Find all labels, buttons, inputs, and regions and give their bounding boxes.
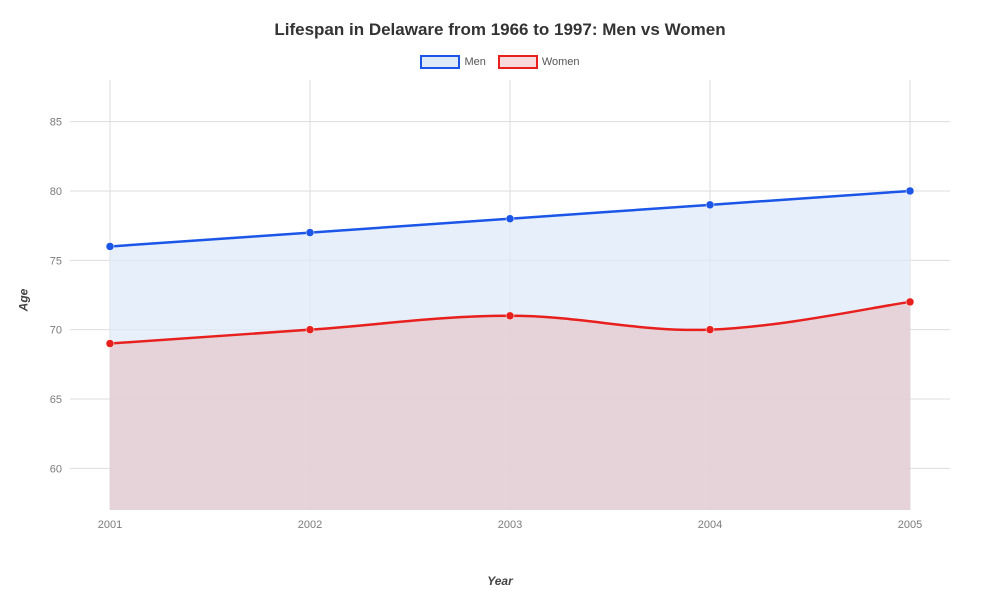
y-axis-label: Age	[16, 289, 30, 312]
plot-area: 60657075808520012002200320042005	[70, 80, 950, 510]
svg-text:65: 65	[50, 394, 62, 406]
svg-text:70: 70	[50, 325, 62, 337]
svg-text:60: 60	[50, 463, 62, 475]
svg-text:85: 85	[50, 117, 62, 129]
x-axis-label: Year	[0, 574, 1000, 588]
chart-svg: 60657075808520012002200320042005	[70, 80, 950, 510]
svg-text:75: 75	[50, 255, 62, 267]
legend-label-men: Men	[464, 56, 485, 68]
chart-container: Lifespan in Delaware from 1966 to 1997: …	[0, 0, 1000, 600]
chart-title: Lifespan in Delaware from 1966 to 1997: …	[0, 20, 1000, 40]
legend: Men Women	[0, 55, 1000, 69]
legend-item-women: Women	[498, 55, 580, 69]
legend-label-women: Women	[542, 56, 580, 68]
legend-swatch-women	[498, 55, 538, 69]
svg-text:2004: 2004	[698, 519, 722, 531]
svg-text:2005: 2005	[898, 519, 922, 531]
legend-item-men: Men	[420, 55, 485, 69]
svg-text:2003: 2003	[498, 519, 522, 531]
svg-text:2002: 2002	[298, 519, 322, 531]
legend-swatch-men	[420, 55, 460, 69]
svg-text:80: 80	[50, 186, 62, 198]
svg-text:2001: 2001	[98, 519, 122, 531]
